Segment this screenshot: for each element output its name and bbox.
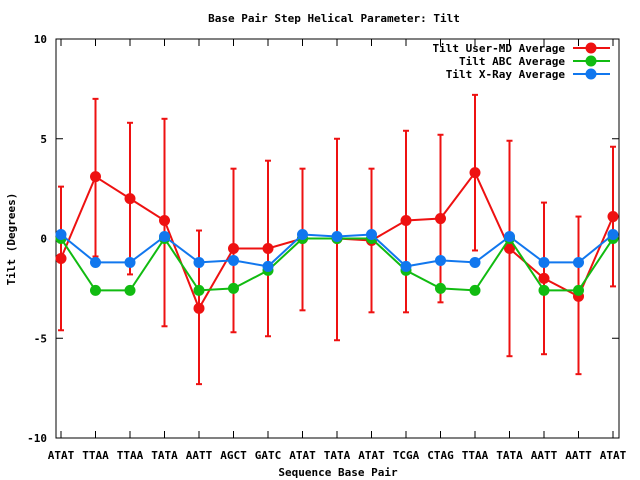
data-point-series-2 <box>193 284 205 296</box>
legend-label: Tilt X-Ray Average <box>446 68 566 81</box>
y-tick-label: -5 <box>34 332 47 345</box>
x-tick-label: TTAA <box>82 449 109 462</box>
data-point-series-2 <box>573 284 584 296</box>
x-tick-label: ATAT <box>600 449 627 462</box>
chart-title: Base Pair Step Helical Parameter: Tilt <box>208 12 460 25</box>
data-point-series-3 <box>262 260 274 272</box>
data-point-series-3 <box>400 260 412 272</box>
data-point-series-1 <box>469 167 481 179</box>
x-tick-label: TCGA <box>393 449 420 462</box>
data-point-series-3 <box>90 256 101 268</box>
legend-label: Tilt User-MD Average <box>433 42 566 55</box>
data-point-series-2 <box>538 284 550 296</box>
data-point-series-3 <box>607 229 619 241</box>
data-point-series-3 <box>193 256 205 268</box>
data-point-series-1 <box>228 242 239 254</box>
y-axis-label: Tilt (Degrees) <box>5 193 18 286</box>
legend-marker <box>585 55 597 67</box>
data-point-series-3 <box>469 256 481 268</box>
x-tick-label: TATA <box>324 449 351 462</box>
data-point-series-3 <box>366 229 377 241</box>
data-point-series-1 <box>504 242 515 254</box>
data-point-series-3 <box>297 229 308 241</box>
data-point-series-1 <box>538 272 550 284</box>
x-tick-label: CTAG <box>427 449 454 462</box>
data-point-series-2 <box>90 284 101 296</box>
x-tick-label: TATA <box>151 449 178 462</box>
data-point-series-1 <box>193 302 205 314</box>
data-point-series-3 <box>124 256 136 268</box>
y-tick-label: 5 <box>40 133 47 146</box>
x-tick-label: AGCT <box>220 449 247 462</box>
data-point-series-1 <box>262 242 274 254</box>
x-tick-label: ATAT <box>358 449 385 462</box>
data-point-series-1 <box>124 193 136 205</box>
x-tick-label: AATT <box>186 449 213 462</box>
plot-area <box>55 93 619 386</box>
data-point-series-3 <box>159 231 170 243</box>
data-point-series-2 <box>469 284 481 296</box>
x-tick-label: ATAT <box>289 449 316 462</box>
x-tick-label: TTAA <box>117 449 144 462</box>
data-point-series-3 <box>55 229 67 241</box>
data-point-series-1 <box>435 213 446 225</box>
data-point-series-3 <box>331 231 343 243</box>
x-axis-label: Sequence Base Pair <box>278 466 398 479</box>
data-point-series-1 <box>400 215 412 227</box>
data-point-series-1 <box>159 215 170 227</box>
x-tick-label: TATA <box>496 449 523 462</box>
data-point-series-2 <box>435 282 446 294</box>
legend-marker <box>585 68 597 80</box>
data-point-series-3 <box>435 254 446 266</box>
y-tick-label: 10 <box>34 33 47 46</box>
x-tick-label: GATC <box>255 449 282 462</box>
data-point-series-1 <box>90 171 101 183</box>
data-point-series-3 <box>504 231 515 243</box>
x-tick-label: AATT <box>565 449 592 462</box>
legend-marker <box>585 42 597 54</box>
data-point-series-3 <box>573 256 584 268</box>
x-tick-label: TTAA <box>462 449 489 462</box>
data-point-series-1 <box>607 211 619 223</box>
x-tick-label: ATAT <box>48 449 75 462</box>
data-point-series-3 <box>228 254 239 266</box>
legend-label: Tilt ABC Average <box>459 55 565 68</box>
data-point-series-2 <box>228 282 239 294</box>
data-point-series-1 <box>55 252 67 264</box>
data-point-series-3 <box>538 256 550 268</box>
y-tick-label: -10 <box>27 432 47 445</box>
y-tick-label: 0 <box>40 233 47 246</box>
x-tick-label: AATT <box>531 449 558 462</box>
data-point-series-2 <box>124 284 136 296</box>
